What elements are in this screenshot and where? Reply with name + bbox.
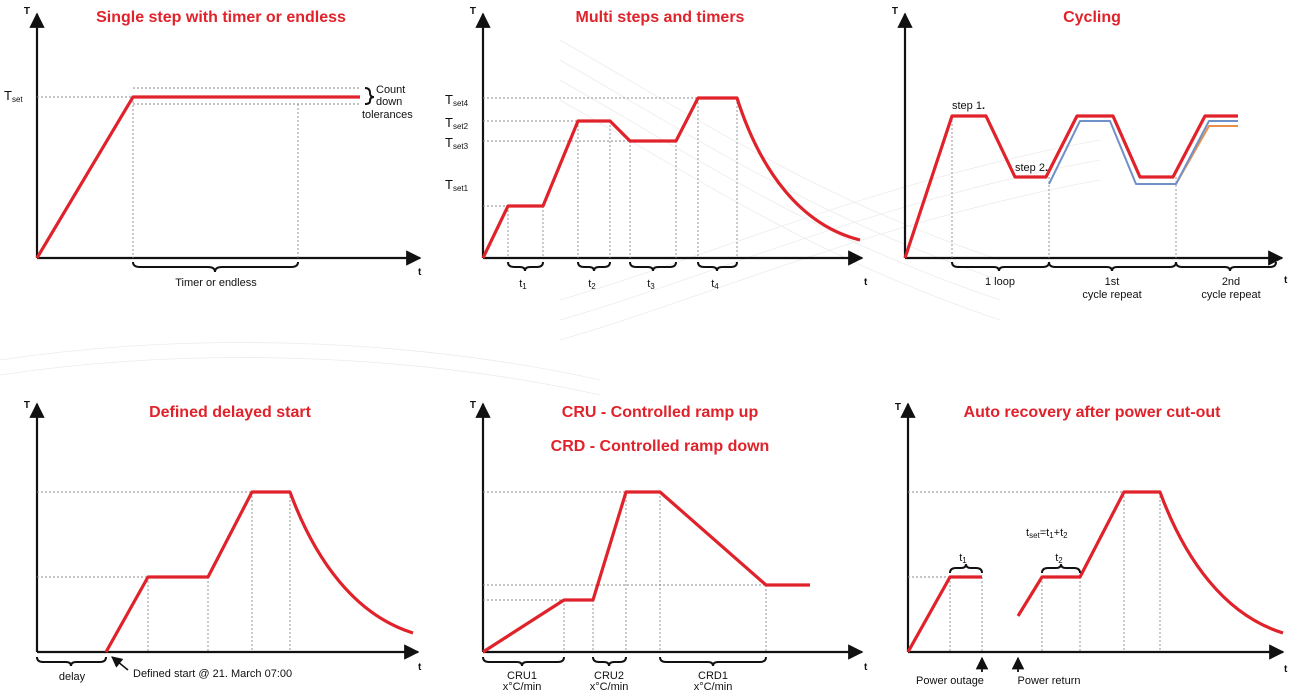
cru1-label: CRU1: [507, 670, 537, 682]
temperature-curve: [35, 95, 360, 259]
t3-brace: [629, 261, 677, 272]
repeat2-line2: cycle repeat: [1201, 289, 1260, 301]
blue-repeat-curve: [1048, 120, 1238, 185]
crd1-rate: x°C/min: [694, 681, 733, 691]
repeat2-brace: [1175, 261, 1277, 272]
timer-label: Timer or endless: [175, 277, 257, 289]
tolerance-line-3: tolerances: [362, 109, 413, 121]
step1-label: step 1.: [952, 100, 985, 112]
timer-brace: [132, 261, 299, 273]
t4-label: t4: [711, 278, 719, 291]
cru1-brace: [482, 656, 565, 667]
x-axis-label: t: [418, 662, 422, 673]
outage-label: Power outage: [916, 675, 984, 687]
background-waves: [0, 39, 1101, 396]
y-axis-label: T: [24, 400, 30, 411]
tset2-label: Tset2: [445, 115, 469, 131]
cru2-rate: x°C/min: [590, 681, 629, 691]
x-axis-label: t: [1284, 275, 1288, 286]
tset-label: Tset: [4, 88, 23, 104]
start-pointer-arrow: [111, 656, 129, 671]
repeat1-line1: 1st: [1105, 276, 1120, 288]
x-axis-label: t: [418, 267, 422, 278]
x-axis-label: t: [1284, 664, 1288, 675]
tset4-label: Tset4: [445, 92, 469, 108]
t2-brace: [1041, 563, 1081, 574]
tset-formula: tset=t1+t2: [1026, 527, 1068, 540]
t1-brace: [507, 261, 544, 272]
cru1-rate: x°C/min: [503, 681, 542, 691]
tolerance-line-1: Count: [376, 84, 405, 96]
loop-brace: [951, 261, 1050, 272]
panel-single-step: Single step with timer or endless T t Ts…: [4, 6, 422, 289]
panel-title: Defined delayed start: [149, 404, 312, 421]
tolerance-line-2: down: [376, 96, 402, 108]
delay-brace: [36, 656, 107, 667]
crd1-label: CRD1: [698, 670, 728, 682]
panel-multi-steps: Multi steps and timers T t Tset4 Tset2 T…: [445, 6, 868, 291]
temperature-curve: [104, 490, 414, 653]
t2-brace: [577, 261, 611, 272]
t1-label: t1: [959, 552, 967, 565]
delay-label: delay: [59, 671, 86, 683]
t4-brace: [697, 261, 738, 272]
panel-title: Auto recovery after power cut-out: [964, 404, 1222, 421]
panel-title: Single step with timer or endless: [96, 9, 346, 26]
panel-title-ramp-down: CRD - Controlled ramp down: [551, 438, 770, 455]
x-axis-label: t: [864, 277, 868, 288]
tset3-label: Tset3: [445, 135, 469, 151]
panel-delayed-start: Defined delayed start T t delay Defined …: [24, 400, 422, 683]
temperature-curve-after-return: [1016, 490, 1284, 635]
y-axis-label: T: [892, 6, 898, 17]
loop-label: 1 loop: [985, 276, 1015, 288]
repeat2-line1: 2nd: [1222, 276, 1240, 288]
panel-title-ramp-up: CRU - Controlled ramp up: [562, 404, 759, 421]
cru2-label: CRU2: [594, 670, 624, 682]
temperature-curve: [903, 114, 1238, 259]
crd1-brace: [659, 656, 767, 667]
panel-auto-recovery: Auto recovery after power cut-out T t ts…: [895, 402, 1288, 687]
y-axis-label: T: [24, 6, 30, 17]
t1-label: t1: [519, 278, 527, 291]
tolerance-brace: [364, 87, 375, 105]
cru2-brace: [592, 656, 627, 667]
repeat1-brace: [1048, 261, 1177, 272]
return-label: Power return: [1018, 675, 1081, 687]
y-axis-label: T: [895, 402, 901, 413]
panel-cycling: Cycling T t step 1. step 2. 1 loop 1st c…: [892, 6, 1288, 301]
y-axis-label: T: [470, 400, 476, 411]
panel-title: Cycling: [1063, 9, 1121, 26]
repeat1-line2: cycle repeat: [1082, 289, 1141, 301]
t1-brace: [949, 563, 983, 574]
t2-label: t2: [1055, 552, 1063, 565]
step2-label: step 2.: [1015, 162, 1048, 174]
t2-label: t2: [588, 278, 596, 291]
panel-controlled-ramp: CRU - Controlled ramp up CRD - Controlle…: [470, 400, 868, 691]
temperature-curve: [481, 96, 861, 259]
temperature-curve: [482, 490, 810, 654]
y-axis-label: T: [470, 6, 476, 17]
t3-label: t3: [647, 278, 655, 291]
x-axis-label: t: [864, 662, 868, 673]
temperature-curve-before-outage: [906, 575, 982, 653]
start-label: Defined start @ 21. March 07:00: [133, 668, 292, 680]
panel-title: Multi steps and timers: [576, 9, 745, 26]
tset1-label: Tset1: [445, 177, 469, 193]
